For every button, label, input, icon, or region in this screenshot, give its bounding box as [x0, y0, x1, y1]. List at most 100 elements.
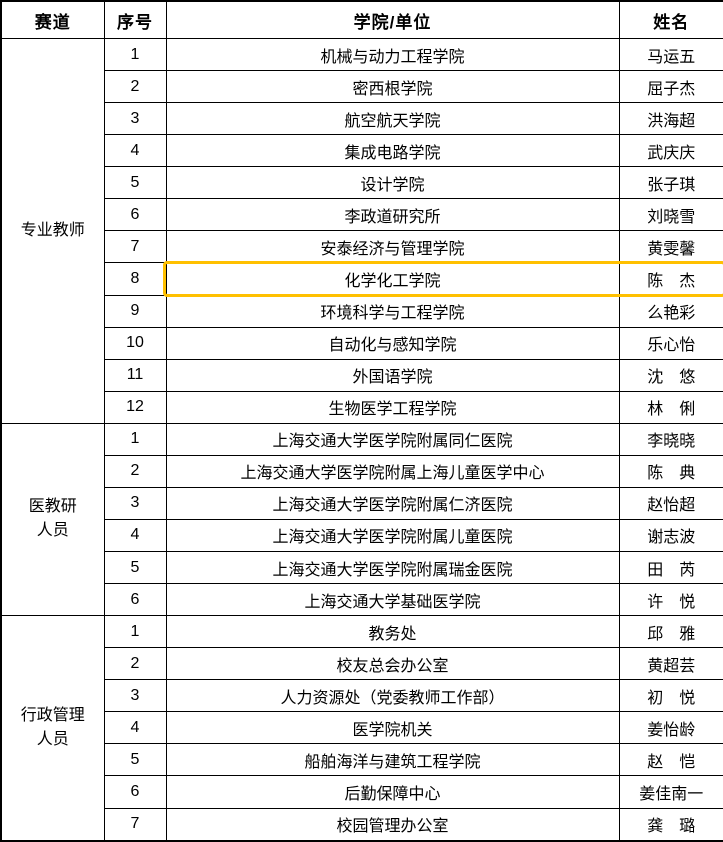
row-number-cell: 9 [103, 294, 167, 328]
name-cell: 武庆庆 [618, 134, 723, 168]
table-row: 7 校园管理办公室龚 璐 [1, 807, 723, 842]
header-number: 序号 [103, 0, 167, 39]
table-row: 5 设计学院 张子琪 [1, 166, 723, 200]
table-row: 3 航空航天学院 洪海超 [1, 102, 723, 136]
table-row: 3 人力资源处（党委教师工作部）初 悦 [1, 679, 723, 713]
name-cell: 么艳彩 [618, 294, 723, 328]
name-cell: 赵怡超 [618, 486, 723, 520]
unit-cell: 后勤保障中心 [165, 775, 620, 809]
unit-cell: 校友总会办公室 [165, 647, 620, 681]
header-name: 姓名 [618, 0, 723, 39]
track-cell: 专业教师 [0, 38, 105, 424]
name-cell: 屈子杰 [618, 70, 723, 104]
unit-cell: 上海交通大学医学院附属儿童医院 [165, 518, 620, 553]
track-label-line: 专业教师 [20, 221, 85, 239]
row-number-cell: 2 [103, 454, 167, 488]
header-track: 赛道 [0, 0, 105, 39]
name-cell: 沈 悠 [618, 358, 723, 392]
table-row: 6 上海交通大学基础医学院许 悦 [1, 583, 723, 617]
unit-cell: 上海交通大学医学院附属仁济医院 [165, 486, 620, 520]
unit-cell: 上海交通大学医学院附属同仁医院 [165, 422, 620, 456]
table-row: 5 船舶海洋与建筑工程学院赵 恺 [1, 743, 723, 777]
unit-cell: 设计学院 [165, 166, 620, 200]
unit-cell: 密西根学院 [165, 70, 620, 104]
row-number-cell: 5 [103, 743, 167, 777]
unit-cell: 船舶海洋与建筑工程学院 [165, 743, 620, 777]
table-row: 9 环境科学与工程学院 么艳彩 [1, 294, 723, 328]
name-cell: 乐心怡 [618, 326, 723, 360]
row-number-cell: 1 [103, 37, 167, 72]
name-cell: 林 俐 [618, 390, 723, 424]
table-row: 行政管理 人员 1 教务处邱 雅 [0, 615, 723, 842]
table-row: 5 上海交通大学医学院附属瑞金医院田 芮 [1, 550, 723, 585]
track-label-line: 人员 [36, 731, 69, 749]
name-cell: 初 悦 [618, 679, 723, 713]
row-number-cell: 2 [103, 647, 167, 681]
unit-cell: 医学院机关 [165, 711, 620, 745]
name-cell: 刘晓雪 [618, 198, 723, 232]
unit-cell: 生物医学工程学院 [165, 390, 620, 424]
unit-cell: 教务处 [165, 615, 620, 649]
track-cell: 行政管理 人员 [0, 615, 105, 842]
row-number-cell: 5 [103, 166, 167, 200]
row-number-cell: 11 [103, 358, 167, 392]
row-number-cell: 6 [103, 583, 167, 617]
table-row: 专业教师 1 机械与动力工程学院 马运五 [0, 37, 723, 424]
name-cell: 陈 杰 [618, 262, 723, 296]
table-row: 2 上海交通大学医学院附属上海儿童医学中心陈 典 [1, 454, 723, 488]
table-row: 2 校友总会办公室 黄超芸 [1, 647, 723, 681]
row-number-cell: 3 [103, 679, 167, 713]
unit-cell: 上海交通大学医学院附属上海儿童医学中心 [165, 454, 620, 488]
unit-cell: 校园管理办公室 [165, 807, 620, 842]
row-number-cell: 4 [103, 134, 167, 168]
unit-cell: 自动化与感知学院 [165, 326, 620, 360]
table-row: 6 李政道研究所 刘晓雪 [1, 198, 723, 232]
header-row: 赛道 序号 学院/单位 姓名 [0, 0, 723, 39]
name-cell: 田 芮 [618, 550, 723, 585]
track-cell: 医教研 人员 [0, 422, 105, 617]
table-row: 4 集成电路学院 武庆庆 [1, 134, 723, 168]
table-row: 6 后勤保障中心 姜佳南一 [1, 775, 723, 809]
table-row: 4 医学院机关 姜怡龄 [1, 711, 723, 745]
row-number-cell: 6 [103, 775, 167, 809]
name-cell: 马运五 [618, 37, 723, 72]
name-cell: 陈 典 [618, 454, 723, 488]
name-cell: 洪海超 [618, 102, 723, 136]
unit-cell: 人力资源处（党委教师工作部） [165, 679, 620, 713]
unit-cell: 环境科学与工程学院 [165, 294, 620, 328]
table-row: 3 上海交通大学医学院附属仁济医院 赵怡超 [1, 486, 723, 520]
unit-cell: 外国语学院 [165, 358, 620, 392]
track-label-line: 医教研 [28, 498, 77, 516]
name-cell: 黄超芸 [618, 647, 723, 681]
row-number-cell: 3 [103, 486, 167, 520]
unit-cell: 集成电路学院 [165, 134, 620, 168]
track-label-line: 人员 [36, 522, 69, 540]
table-row: 8 化学化工学院陈 杰 [1, 262, 723, 296]
table-row: 7 安泰经济与管理学院 黄雯馨 [1, 230, 723, 264]
row-number-cell: 1 [103, 422, 167, 456]
unit-cell: 上海交通大学医学院附属瑞金医院 [165, 550, 620, 585]
row-number-cell: 4 [103, 711, 167, 745]
unit-cell: 安泰经济与管理学院 [165, 230, 620, 264]
table-row: 医教研 人员 1 上海交通大学医学院附属同仁医院 李晓晓 [0, 422, 723, 617]
row-number-cell: 4 [103, 518, 167, 553]
row-number-cell: 7 [103, 807, 167, 842]
row-number-cell: 3 [103, 102, 167, 136]
row-number-cell: 8 [103, 262, 167, 296]
row-number-cell: 5 [103, 550, 167, 585]
row-number-cell: 1 [103, 615, 167, 649]
table-row: 2 密西根学院 屈子杰 [1, 70, 723, 104]
name-cell: 李晓晓 [618, 422, 723, 456]
table-row: 10 自动化与感知学院 乐心怡 [1, 326, 723, 360]
name-cell: 许 悦 [618, 583, 723, 617]
unit-cell: 上海交通大学基础医学院 [165, 583, 620, 617]
row-number-cell: 10 [103, 326, 167, 360]
unit-cell: 航空航天学院 [165, 102, 620, 136]
name-cell: 邱 雅 [618, 615, 723, 649]
name-cell: 张子琪 [618, 166, 723, 200]
row-number-cell: 6 [103, 198, 167, 232]
header-unit: 学院/单位 [165, 0, 620, 39]
name-cell: 姜怡龄 [618, 711, 723, 745]
